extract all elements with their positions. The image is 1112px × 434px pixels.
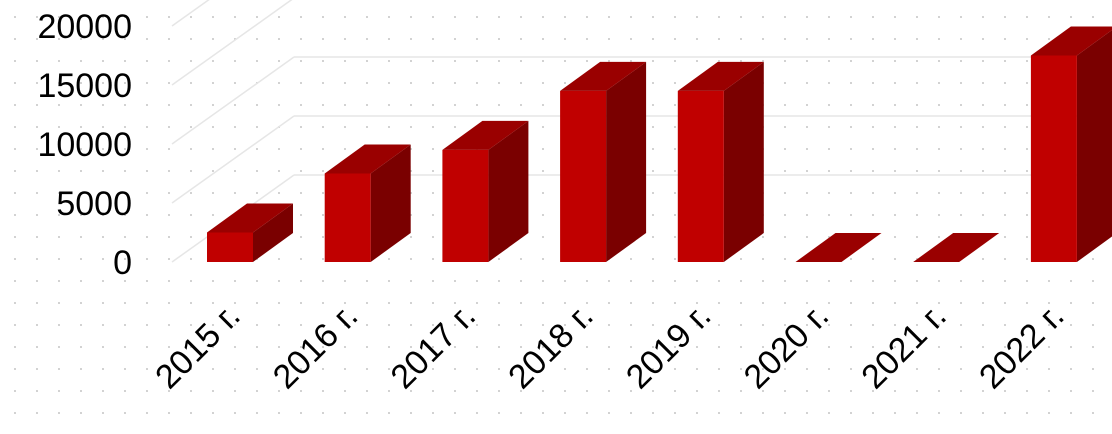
bar-top-face bbox=[913, 233, 1000, 262]
bar-side-face bbox=[488, 120, 529, 263]
bar-top-face bbox=[207, 203, 293, 233]
bar-top-face bbox=[442, 120, 529, 150]
x-tick-label: 2019 г. bbox=[619, 297, 719, 397]
bar bbox=[677, 61, 764, 263]
bar bbox=[442, 120, 529, 263]
x-tick-label: 2015 г. bbox=[148, 297, 248, 397]
bar-top-face bbox=[560, 61, 647, 91]
bar bbox=[913, 233, 1000, 262]
bar-top-face bbox=[795, 233, 882, 262]
gridline-diagonal bbox=[171, 56, 295, 145]
bar-front-face bbox=[1030, 55, 1077, 262]
y-tick-label: 0 bbox=[113, 244, 132, 282]
bar-front-face bbox=[560, 90, 607, 263]
x-tick-label: 2020 г. bbox=[737, 297, 837, 397]
gridline-diagonal bbox=[171, 0, 293, 86]
bar-side-face bbox=[370, 144, 411, 262]
bar bbox=[207, 203, 293, 262]
y-axis-ticks: 0 5000 10000 15000 20000 bbox=[37, 8, 132, 282]
bar bbox=[795, 233, 882, 262]
bar-front-face bbox=[677, 90, 724, 263]
bar-front-face bbox=[207, 232, 253, 262]
y-tick-label: 5000 bbox=[56, 185, 132, 223]
gridline-diagonal bbox=[171, 0, 210, 27]
bar-side-face bbox=[253, 203, 293, 262]
y-tick-label: 20000 bbox=[37, 8, 132, 46]
bar-front-face bbox=[324, 173, 371, 262]
x-tick-label: 2022 г. bbox=[972, 297, 1072, 397]
bar-top-face bbox=[677, 61, 764, 91]
gridline-diagonal bbox=[171, 115, 295, 204]
x-tick-label: 2018 г. bbox=[501, 297, 601, 397]
bar-side-face bbox=[723, 61, 764, 263]
bar-side-face bbox=[1076, 30, 1112, 262]
x-tick-label: 2017 г. bbox=[384, 297, 484, 397]
bar-side-face bbox=[606, 61, 647, 263]
bar-front-face bbox=[442, 149, 489, 262]
x-axis-labels: 2015 г. 2016 г. 2017 г. 2018 г. 2019 г. 2020 … bbox=[148, 297, 1071, 397]
gridlines bbox=[171, 0, 1112, 263]
x-tick-label: 2021 г. bbox=[854, 297, 954, 397]
bars bbox=[207, 26, 1112, 263]
bar bbox=[1030, 26, 1112, 262]
bar-top-face bbox=[324, 144, 411, 174]
bar bbox=[560, 61, 647, 263]
bar bbox=[324, 144, 411, 262]
y-tick-label: 15000 bbox=[37, 67, 132, 105]
y-tick-label: 10000 bbox=[37, 126, 132, 164]
bar-top-face bbox=[1030, 26, 1112, 56]
x-tick-label: 2016 г. bbox=[266, 297, 366, 397]
